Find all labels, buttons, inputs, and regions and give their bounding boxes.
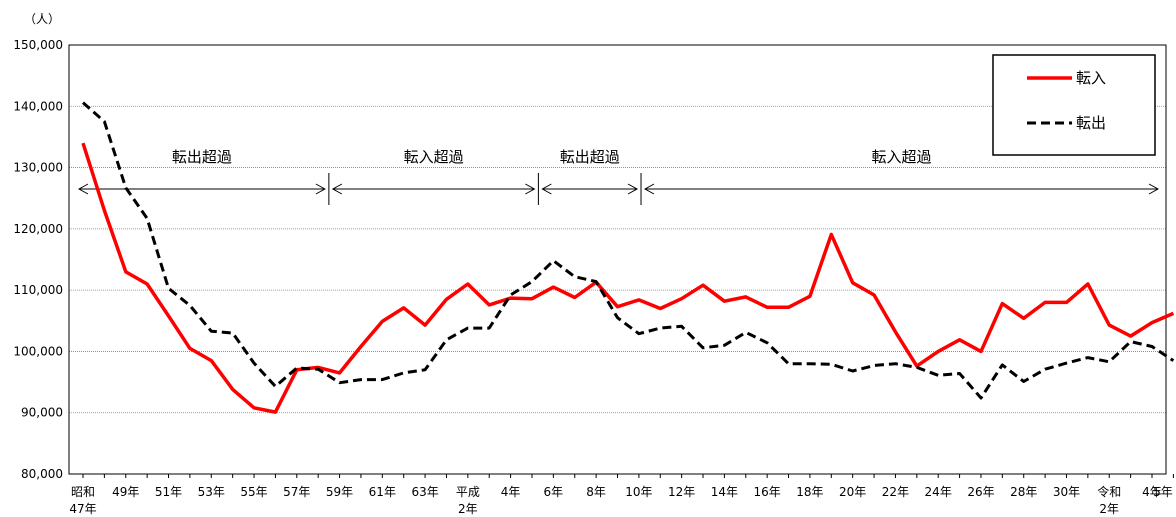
x-tick-label: 4年 xyxy=(501,485,521,499)
x-tick-label: 5年 xyxy=(1153,485,1173,499)
x-tick-label: 30年 xyxy=(1053,485,1080,499)
x-tick-label: 4年 xyxy=(1142,485,1162,499)
legend-label: 転入 xyxy=(1076,69,1106,87)
y-tick-label: 100,000 xyxy=(13,344,63,358)
series-line-tennyu xyxy=(81,142,1175,414)
x-tick-label: 63年 xyxy=(411,485,438,499)
series-line-tenshutsu xyxy=(82,101,1175,400)
x-tick-label: 16年 xyxy=(754,485,781,499)
x-tick-label: 57年 xyxy=(283,485,310,499)
x-tick-label: 22年 xyxy=(882,485,909,499)
period-label: 転出超過 xyxy=(172,148,232,166)
x-tick-label: 昭和 xyxy=(71,485,95,499)
x-tick-label: 令和 xyxy=(1097,484,1121,499)
x-tick-label: 55年 xyxy=(240,485,267,499)
x-tick-label: 2年 xyxy=(458,502,478,516)
arrowhead-left xyxy=(643,183,655,195)
x-tick-label: 18年 xyxy=(796,485,823,499)
period-label: 転出超過 xyxy=(560,148,620,166)
arrowhead-left xyxy=(541,183,552,195)
x-tick-label: 8年 xyxy=(586,485,606,499)
y-axis-unit-label: （人） xyxy=(24,12,60,26)
y-tick-label: 110,000 xyxy=(13,283,63,297)
y-axis-tick-labels: 80,000 90,000 100,000 110,000 120,000 130,000… xyxy=(13,38,63,481)
data-series xyxy=(81,101,1175,414)
arrowhead-left xyxy=(77,183,89,195)
y-tick-label: 120,000 xyxy=(13,222,63,236)
x-tick-label: 6年 xyxy=(544,485,564,499)
legend-label: 転出 xyxy=(1076,114,1106,132)
x-tick-label: 28年 xyxy=(1010,485,1037,499)
period-annotations: 転出超過 転入超過 転出超過 転入超過 xyxy=(77,148,1160,205)
x-tick-label: 53年 xyxy=(198,485,225,499)
x-tick-label: 12年 xyxy=(668,485,695,499)
x-tick-label: 59年 xyxy=(326,485,353,499)
x-axis-tick-labels: 昭和 47年 49年 51年 53年 55年 57年 59年 61年 63年 平成 2年 4年 6年 8年 1… xyxy=(69,474,1174,516)
x-tick-label: 14年 xyxy=(711,485,738,499)
x-tick-label: 51年 xyxy=(155,485,182,499)
arrowhead-right xyxy=(525,183,536,195)
arrowhead-right xyxy=(1148,183,1160,195)
y-tick-label: 90,000 xyxy=(21,406,63,420)
x-tick-label: 2年 xyxy=(1099,502,1119,516)
y-gridlines xyxy=(69,105,1166,414)
x-tick-label: 26年 xyxy=(967,485,994,499)
period-label: 転入超過 xyxy=(872,148,932,166)
y-tick-label: 80,000 xyxy=(21,467,63,481)
x-tick-label: 61年 xyxy=(369,485,396,499)
arrowhead-left xyxy=(331,183,343,195)
arrowhead-right xyxy=(315,183,326,195)
legend-box xyxy=(992,54,1156,156)
y-tick-label: 150,000 xyxy=(13,38,63,52)
arrowhead-right xyxy=(627,183,639,195)
x-tick-label: 平成 xyxy=(456,485,480,499)
x-tick-label: 49年 xyxy=(112,485,139,499)
period-label: 転入超過 xyxy=(404,148,464,166)
x-tick-label: 10年 xyxy=(625,485,652,499)
y-tick-label: 140,000 xyxy=(13,99,63,113)
x-tick-label: 20年 xyxy=(839,485,866,499)
y-tick-label: 130,000 xyxy=(13,161,63,175)
x-tick-label: 24年 xyxy=(925,485,952,499)
x-tick-label: 47年 xyxy=(69,502,96,516)
